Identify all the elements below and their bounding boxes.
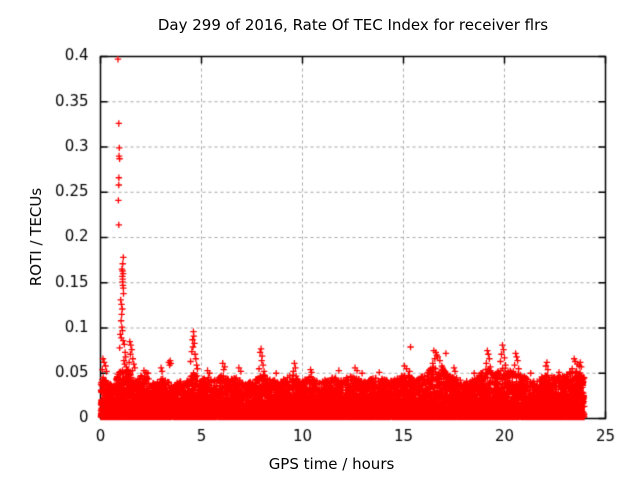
y-axis-label: ROTI / TECUs bbox=[27, 187, 45, 287]
x-axis-label: GPS time / hours bbox=[268, 455, 395, 473]
chart-title: Day 299 of 2016, Rate Of TEC Index for r… bbox=[157, 16, 549, 34]
